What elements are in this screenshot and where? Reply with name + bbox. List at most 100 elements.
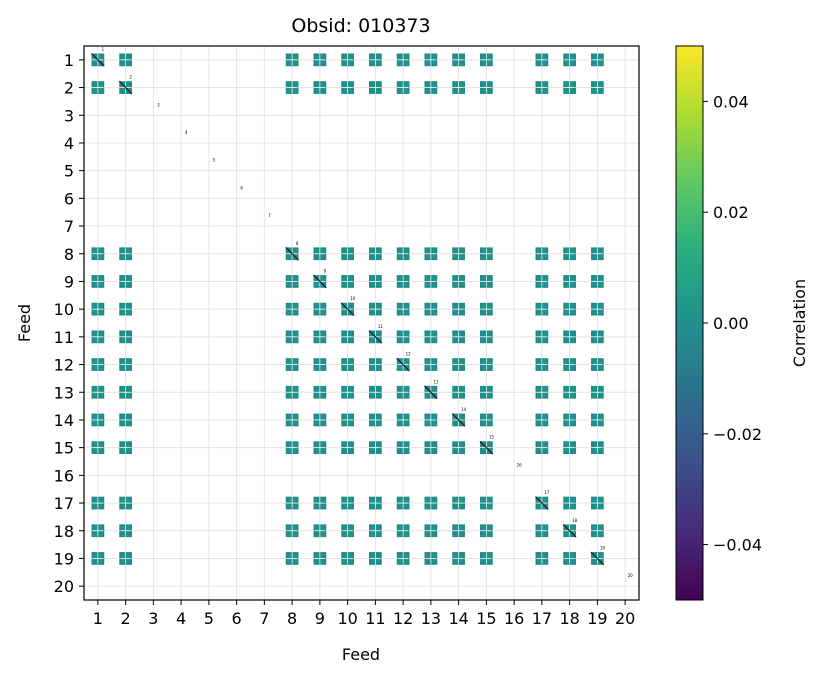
heatmap-cell — [368, 358, 382, 371]
y-tick-label: 12 — [54, 356, 74, 375]
heatmap-cell — [91, 552, 105, 565]
heatmap-cell — [590, 413, 604, 427]
diagonal-line — [340, 302, 355, 316]
heatmap-cell — [563, 53, 577, 67]
heatmap-cell — [424, 275, 438, 288]
heatmap-cell — [535, 441, 549, 455]
diagonal-label: 20 — [628, 573, 634, 578]
heatmap-cell — [479, 552, 493, 565]
heatmap-cell — [535, 524, 549, 538]
heatmap-cell — [368, 441, 382, 455]
y-tick-label: 14 — [54, 411, 74, 430]
x-tick-label: 18 — [559, 609, 579, 628]
diagonal-label: 8 — [296, 241, 299, 246]
heatmap-cell — [563, 81, 577, 94]
heatmap-cell — [424, 53, 438, 67]
heatmap-cell — [341, 385, 355, 399]
diagonal-label: 12 — [406, 352, 412, 357]
heatmap-cell — [452, 358, 466, 371]
diagonal-label: 18 — [572, 518, 578, 523]
heatmap-cell — [452, 441, 466, 455]
heatmap-cell — [424, 413, 438, 427]
heatmap-cell — [119, 247, 133, 261]
heatmap-cell — [424, 247, 438, 261]
x-tick-label: 15 — [476, 609, 496, 628]
heatmap-cell — [91, 330, 105, 344]
diagonal-label: 2 — [129, 75, 132, 80]
heatmap-cell — [285, 358, 299, 371]
heatmap-cell — [368, 275, 382, 288]
heatmap-cell — [368, 413, 382, 427]
diagonal-label: 9 — [324, 268, 327, 273]
heatmap-cell — [535, 552, 549, 565]
x-tick-label: 13 — [421, 609, 441, 628]
heatmap-cell — [424, 441, 438, 455]
x-tick-label: 8 — [287, 609, 297, 628]
x-tick-label: 10 — [337, 609, 357, 628]
diagonal-line — [562, 523, 577, 538]
heatmap-cell — [590, 247, 604, 261]
heatmap-cell — [479, 385, 493, 399]
heatmap-cell — [396, 247, 410, 261]
colorbar-tick-label: −0.02 — [713, 425, 762, 444]
heatmap-cell — [396, 81, 410, 94]
heatmap-cell — [535, 81, 549, 94]
x-axis-ticks: 1 2 3 4 5 6 7 8 9 10 11 12 13 14 15 16 17 18 19 20 — [93, 600, 635, 628]
heatmap-cell — [396, 524, 410, 538]
colorbar — [675, 45, 704, 601]
heatmap-cell — [424, 524, 438, 538]
heatmap-cell — [535, 358, 549, 371]
heatmap-cell — [285, 441, 299, 455]
heatmap-cell — [313, 413, 327, 427]
diagonal-line — [91, 53, 105, 67]
y-tick-label: 20 — [54, 577, 74, 596]
heatmap-cell — [452, 247, 466, 261]
heatmap-cell — [563, 247, 577, 261]
heatmap-cell — [590, 302, 604, 316]
heatmap-cell — [341, 53, 355, 67]
heatmap-cell — [479, 81, 493, 94]
x-tick-label: 16 — [504, 609, 524, 628]
heatmap-cell — [452, 385, 466, 399]
heatmap-cell — [563, 302, 577, 316]
diagonal-label: 14 — [461, 407, 467, 412]
diagonal-line — [313, 274, 327, 289]
heatmap-cell — [563, 552, 577, 565]
heatmap-cell — [119, 53, 133, 67]
x-tick-label: 5 — [204, 609, 214, 628]
heatmap-cell — [285, 496, 299, 510]
heatmap-cell — [535, 302, 549, 316]
heatmap-cell — [313, 552, 327, 565]
heatmap-cell — [563, 496, 577, 510]
heatmap-cell — [91, 247, 105, 261]
heatmap-cell — [341, 247, 355, 261]
heatmap-cell — [119, 275, 133, 288]
heatmap-cell — [590, 358, 604, 371]
x-tick-label: 7 — [259, 609, 269, 628]
heatmap-cell — [424, 81, 438, 94]
heatmap-cell — [368, 302, 382, 316]
heatmap-cell — [368, 524, 382, 538]
heatmap-cell — [313, 53, 327, 67]
heatmap-cell — [452, 81, 466, 94]
heatmap-cell — [424, 330, 438, 344]
heatmap-cell — [479, 247, 493, 261]
x-tick-label: 1 — [93, 609, 103, 628]
heatmap-cell — [91, 81, 105, 94]
heatmap-cell — [119, 413, 133, 427]
diagonal-label: 1 — [102, 47, 105, 52]
diagonal-label: 16 — [517, 462, 523, 467]
heatmap-cell — [590, 275, 604, 288]
heatmap-cell — [590, 385, 604, 399]
diagonal-line — [535, 496, 549, 510]
heatmap-cell — [313, 302, 327, 316]
heatmap-cell — [452, 302, 466, 316]
heatmap-cell — [452, 275, 466, 288]
y-tick-label: 9 — [64, 272, 74, 291]
heatmap-cell — [396, 441, 410, 455]
y-tick-label: 2 — [64, 79, 74, 98]
heatmap-cell — [452, 53, 466, 67]
heatmap-cell — [452, 330, 466, 344]
heatmap-cell — [341, 275, 355, 288]
heatmap-cell — [341, 496, 355, 510]
